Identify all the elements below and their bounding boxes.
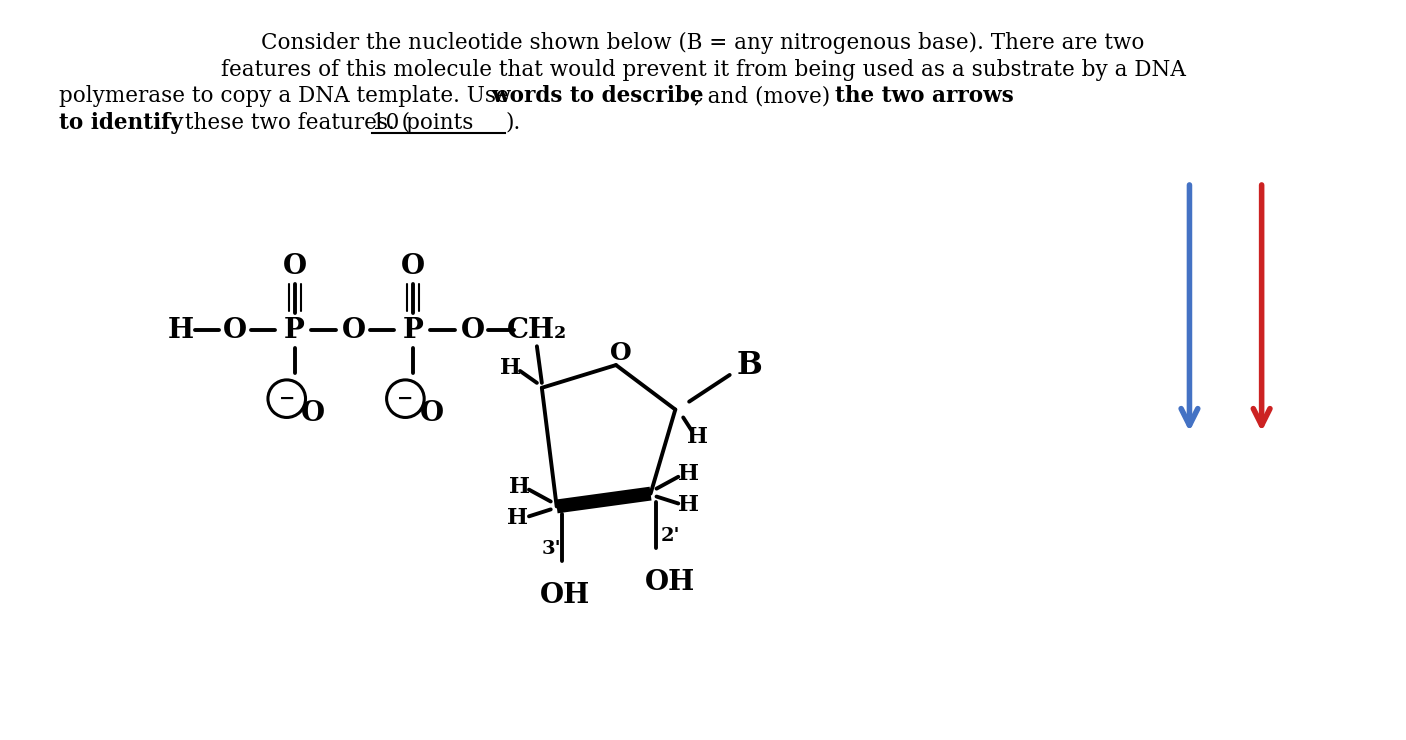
Text: H: H <box>678 494 699 517</box>
Text: O: O <box>461 317 485 344</box>
Text: O: O <box>301 400 326 427</box>
Text: −: − <box>278 390 295 408</box>
Text: P: P <box>404 317 423 344</box>
Text: O: O <box>610 341 631 366</box>
Text: H: H <box>167 317 194 344</box>
Text: H: H <box>686 426 707 448</box>
Text: 10 points: 10 points <box>371 112 474 134</box>
Text: CH₂: CH₂ <box>506 317 567 344</box>
Text: B: B <box>737 349 762 380</box>
Text: to identify: to identify <box>59 112 183 134</box>
Text: O: O <box>283 252 307 280</box>
Text: , and (move): , and (move) <box>695 85 837 107</box>
Text: 3': 3' <box>541 540 561 558</box>
Text: words to describe: words to describe <box>492 85 704 107</box>
Text: OH: OH <box>540 582 589 609</box>
Text: −: − <box>398 390 413 408</box>
Text: Consider the nucleotide shown below (B = any nitrogenous base). There are two: Consider the nucleotide shown below (B =… <box>262 32 1144 54</box>
Text: O: O <box>342 317 366 344</box>
Text: P: P <box>284 317 305 344</box>
Text: H: H <box>509 476 530 498</box>
Text: polymerase to copy a DNA template. Use: polymerase to copy a DNA template. Use <box>59 85 516 107</box>
Text: O: O <box>420 400 444 427</box>
Text: O: O <box>224 317 247 344</box>
Text: 2': 2' <box>661 527 681 545</box>
Text: the two arrows: the two arrows <box>835 85 1014 107</box>
Text: OH: OH <box>645 569 696 596</box>
Text: ).: ). <box>505 112 520 134</box>
Text: these two features. (: these two features. ( <box>179 112 411 134</box>
Text: H: H <box>678 462 699 485</box>
Text: features of this molecule that would prevent it from being used as a substrate b: features of this molecule that would pre… <box>221 58 1185 81</box>
Text: O: O <box>401 252 426 280</box>
Text: H: H <box>499 357 520 379</box>
Text: H: H <box>506 508 527 529</box>
